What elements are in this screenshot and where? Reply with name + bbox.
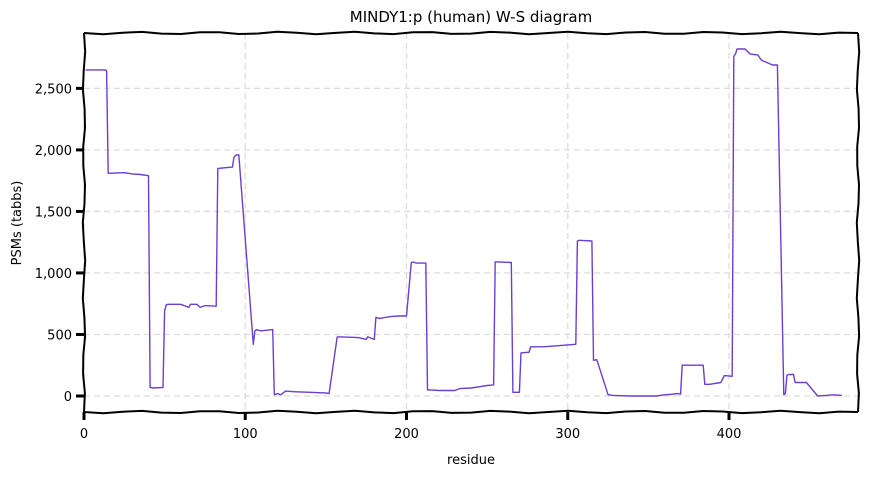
frame-right bbox=[855, 32, 861, 413]
series-line bbox=[85, 48, 842, 397]
x-tick-label: 100 bbox=[233, 427, 258, 442]
y-tick-label: 2,500 bbox=[35, 82, 72, 97]
chart-title: MINDY1:p (human) W-S diagram bbox=[350, 8, 592, 26]
y-tick-label: 0 bbox=[64, 390, 72, 405]
y-tick-label: 2,000 bbox=[35, 144, 72, 159]
x-axis-title: residue bbox=[447, 453, 495, 468]
y-tick-label: 1,000 bbox=[35, 267, 72, 282]
y-axis-title: PSMs (tabbs) bbox=[10, 181, 25, 266]
y-tick-label: 1,500 bbox=[35, 205, 72, 220]
y-tick-label: 500 bbox=[47, 328, 72, 343]
x-tick-label: 200 bbox=[394, 427, 419, 442]
x-tick-label: 0 bbox=[80, 427, 88, 442]
grid bbox=[83, 33, 858, 412]
axis-ticks: 0 100 200 300 400 0 500 1,000 1,500 2,000 2,500 bbox=[35, 82, 742, 442]
x-tick-label: 400 bbox=[717, 427, 742, 442]
frame-left bbox=[81, 32, 87, 413]
frame-top bbox=[83, 30, 859, 36]
data-series bbox=[85, 48, 842, 397]
x-tick-label: 300 bbox=[555, 427, 580, 442]
